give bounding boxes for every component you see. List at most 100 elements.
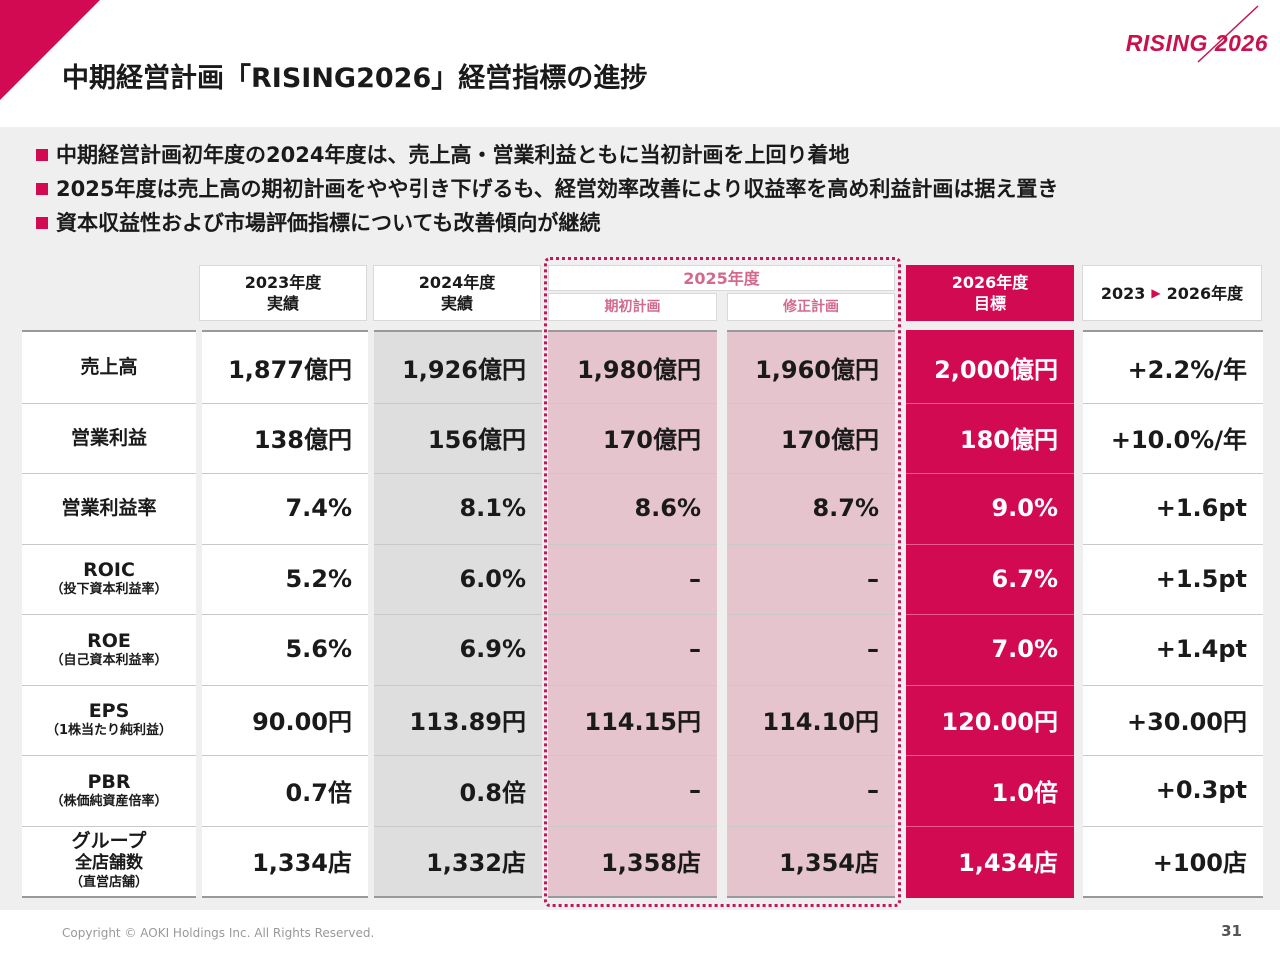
cell-v2024: 6.9% — [459, 635, 526, 664]
cell-change: +30.00円 — [1126, 708, 1247, 737]
header-fy2025-initial-label: 期初計画 — [604, 298, 661, 315]
row-divider — [906, 684, 1074, 686]
row-divider — [548, 473, 717, 474]
cell-v2025r: 8.7% — [812, 494, 879, 523]
row-divider — [906, 614, 1074, 615]
row-divider — [1083, 543, 1263, 545]
cell-v2025r: 1,960億円 — [755, 355, 879, 384]
row-divider — [22, 402, 196, 404]
row-divider — [22, 614, 196, 615]
header-fy2025-revised-label: 修正計画 — [783, 298, 839, 315]
bullet-text: 資本収益性および市場評価指標についても改善傾向が継続 — [56, 211, 601, 235]
row-label: 営業利益率 — [22, 473, 196, 544]
cell-v2025i: – — [689, 635, 701, 664]
row-label-main: EPS — [88, 700, 130, 723]
cell-v2026: 1,434店 — [958, 849, 1058, 878]
row-divider — [202, 543, 368, 545]
row-label-main: グループ — [71, 830, 147, 853]
cell-change: +2.2%/年 — [1127, 355, 1247, 384]
row-divider — [202, 402, 368, 404]
rising2026-logo: RISING 2026 — [1008, 4, 1270, 64]
row-divider — [374, 614, 542, 615]
cell-v2025r: 1,354店 — [779, 849, 879, 878]
cell-v2025i: 1,980億円 — [577, 355, 701, 384]
header-fy2026-year: 2026年度 — [951, 273, 1029, 292]
cell-change: +10.0%/年 — [1110, 426, 1247, 455]
row-divider — [906, 543, 1074, 545]
logo-text: RISING 2026 — [1125, 30, 1268, 56]
cell-change: +1.6pt — [1155, 494, 1247, 523]
bullet-item: 2025年度は売上高の期初計画をやや引き下げるも、経営効率改善により収益率を高め… — [36, 172, 1058, 206]
row-divider — [727, 402, 895, 404]
row-divider — [727, 755, 895, 756]
row-label-main: 売上高 — [80, 356, 138, 379]
row-divider — [548, 755, 717, 756]
row-label-sub: （直営店舗） — [69, 875, 148, 891]
row-label: グループ 全店舗数 （直営店舗） — [22, 826, 196, 897]
row-label: ROE （自己資本利益率） — [22, 614, 196, 685]
cell-change: +1.4pt — [1155, 635, 1247, 664]
row-divider — [374, 825, 542, 827]
cell-v2024: 113.89円 — [409, 708, 526, 737]
cell-v2023: 90.00円 — [252, 708, 352, 737]
triangle-right-icon: ▶ — [1151, 285, 1161, 300]
row-divider — [374, 402, 542, 404]
cell-v2024: 1,926億円 — [402, 355, 526, 384]
cell-v2026: 120.00円 — [941, 708, 1058, 737]
header-fy2024: 2024年度 実績 — [373, 265, 541, 321]
row-divider — [1083, 755, 1263, 756]
row-divider — [22, 684, 196, 686]
cell-v2025r: – — [867, 776, 879, 805]
cell-v2023: 7.4% — [285, 494, 352, 523]
row-label-sub: （1株当たり純利益） — [45, 723, 173, 739]
row-divider — [1083, 684, 1263, 686]
page-number: 31 — [1221, 922, 1242, 940]
bullet-square-icon — [36, 183, 48, 195]
header-fy2025-year: 2025年度 — [683, 268, 760, 288]
cell-v2026: 180億円 — [959, 426, 1058, 455]
row-divider — [1083, 473, 1263, 474]
cell-v2025i: 8.6% — [634, 494, 701, 523]
cell-v2025r: – — [867, 564, 879, 593]
row-label-main: 営業利益 — [70, 426, 147, 449]
row-label-sub: （自己資本利益率） — [50, 652, 168, 668]
header-fy2025-revised: 修正計画 — [727, 293, 895, 321]
copyright: Copyright © AOKI Holdings Inc. All Right… — [62, 926, 375, 940]
row-label-main: ROE — [87, 629, 131, 652]
bullet-text: 中期経営計画初年度の2024年度は、売上高・営業利益ともに当初計画を上回り着地 — [56, 143, 850, 167]
row-divider — [22, 755, 196, 756]
bullet-item: 中期経営計画初年度の2024年度は、売上高・営業利益ともに当初計画を上回り着地 — [36, 138, 1058, 172]
header-fy2024-type: 実績 — [440, 294, 473, 313]
row-divider — [374, 684, 542, 686]
row-divider — [727, 684, 895, 686]
row-divider — [548, 402, 717, 404]
cell-v2023: 0.7倍 — [285, 778, 352, 807]
cell-v2026: 6.7% — [991, 564, 1058, 593]
header-fy2025-initial: 期初計画 — [548, 293, 717, 321]
row-divider — [374, 755, 542, 756]
row-divider — [727, 543, 895, 545]
cell-v2025r: 114.10円 — [762, 708, 879, 737]
header-fy2026-type: 目標 — [973, 294, 1006, 313]
header-change-from: 2023 — [1100, 283, 1146, 303]
row-label-sub: （投下資本利益率） — [50, 582, 168, 598]
cell-v2023: 138億円 — [253, 426, 352, 455]
bullet-square-icon — [36, 149, 48, 161]
cell-v2025i: 114.15円 — [584, 708, 701, 737]
bullet-list: 中期経営計画初年度の2024年度は、売上高・営業利益ともに当初計画を上回り着地 … — [36, 138, 1058, 240]
cell-v2024: 156億円 — [427, 426, 526, 455]
row-divider — [22, 543, 196, 545]
cell-v2023: 1,877億円 — [228, 355, 352, 384]
cell-v2025r: 170億円 — [780, 426, 879, 455]
cell-v2026: 9.0% — [991, 494, 1058, 523]
row-label-main: 営業利益率 — [61, 497, 157, 520]
cell-v2024: 1,332店 — [426, 849, 526, 878]
row-divider — [374, 543, 542, 545]
row-label: EPS （1株当たり純利益） — [22, 685, 196, 756]
row-divider — [548, 543, 717, 545]
row-label-main-2: 全店舗数 — [75, 853, 143, 874]
cell-v2025i: 170億円 — [602, 426, 701, 455]
cell-v2023: 1,334店 — [252, 849, 352, 878]
header-fy2024-year: 2024年度 — [418, 273, 496, 292]
bullet-square-icon — [36, 217, 48, 229]
